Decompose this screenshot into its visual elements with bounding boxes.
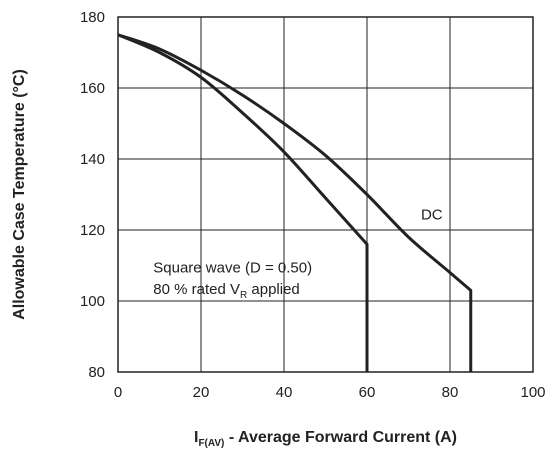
y-tick-label: 120 (80, 222, 105, 239)
dc-curve (117, 33, 473, 372)
plot-frame (117, 16, 534, 373)
x-tick-labels: 0 20 40 60 80 100 (114, 384, 546, 401)
curves (117, 33, 473, 372)
x-tick-label: 100 (520, 384, 545, 401)
y-tick-label: 100 (80, 293, 105, 310)
square-wave-curve (117, 33, 369, 372)
x-axis-title-rest: - Average Forward Current (A) (224, 429, 457, 446)
x-tick-label: 60 (359, 384, 376, 401)
rated-vr-label: 80 % rated VR applied (153, 281, 300, 301)
rated-vr-suffix: applied (247, 281, 300, 298)
x-tick-label: 20 (193, 384, 210, 401)
y-tick-label: 140 (80, 151, 105, 168)
x-tick-label: 80 (442, 384, 459, 401)
x-tick-label: 0 (114, 384, 122, 401)
x-tick-label: 40 (276, 384, 293, 401)
y-tick-label: 180 (80, 9, 105, 26)
x-axis-title: IF(AV) - Average Forward Current (A) (194, 429, 457, 449)
x-axis-title-main: I (194, 429, 198, 446)
y-tick-labels: 80 100 120 140 160 180 (80, 9, 105, 381)
dc-label: DC (421, 206, 443, 223)
rated-vr-subscript: R (240, 290, 247, 301)
y-axis-title: Allowable Case Temperature (°C) (11, 69, 28, 320)
square-wave-label: Square wave (D = 0.50) (153, 260, 312, 277)
rated-vr-prefix: 80 % rated V (153, 281, 240, 298)
y-tick-label: 80 (88, 364, 105, 381)
x-axis-title-subscript: F(AV) (198, 438, 224, 449)
y-tick-label: 160 (80, 80, 105, 97)
